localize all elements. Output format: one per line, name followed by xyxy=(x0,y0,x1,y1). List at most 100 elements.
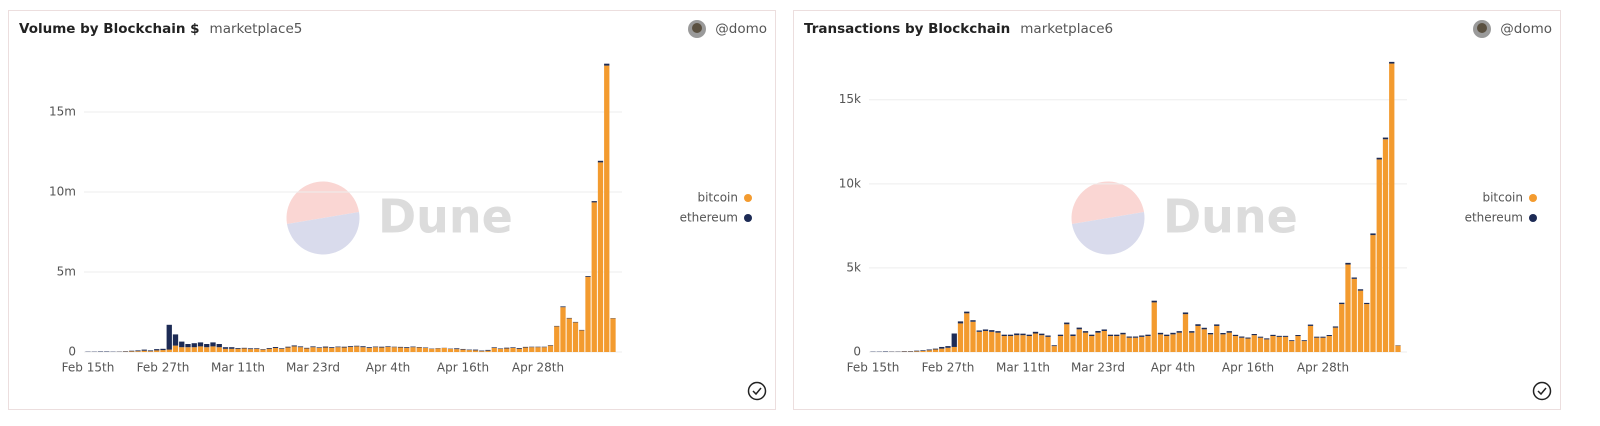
bar xyxy=(945,347,951,352)
bar xyxy=(247,348,254,350)
bar xyxy=(1151,300,1157,303)
bar xyxy=(247,349,254,352)
bar xyxy=(1182,314,1189,352)
bar xyxy=(316,347,322,348)
bar xyxy=(1251,334,1257,336)
bar xyxy=(447,348,454,352)
bar xyxy=(154,349,160,351)
bar xyxy=(1245,338,1251,352)
bar xyxy=(610,318,616,352)
bar xyxy=(1270,334,1276,337)
bar xyxy=(1176,332,1182,352)
bar xyxy=(210,346,216,352)
bar xyxy=(1214,325,1220,352)
bar xyxy=(1139,336,1145,352)
bar xyxy=(1207,332,1214,335)
bar xyxy=(1226,331,1232,333)
bar xyxy=(1270,336,1276,352)
bar xyxy=(1070,336,1076,352)
bar xyxy=(1039,335,1045,352)
bar xyxy=(491,347,497,348)
check-circle xyxy=(747,381,767,401)
bar xyxy=(995,332,1001,352)
bar xyxy=(920,350,926,352)
bar xyxy=(1145,336,1151,352)
bar xyxy=(491,348,497,352)
bar xyxy=(266,348,272,349)
bar xyxy=(210,342,216,347)
bar xyxy=(1339,302,1345,305)
bar xyxy=(1014,333,1020,336)
bar xyxy=(982,330,989,352)
bar xyxy=(1076,327,1082,330)
bar xyxy=(1120,334,1126,352)
bar xyxy=(191,343,197,348)
chart-subtitle: marketplace6 xyxy=(1020,21,1113,37)
bar xyxy=(591,202,597,352)
bar xyxy=(1314,337,1320,352)
bar xyxy=(1051,346,1057,352)
bar xyxy=(1095,332,1101,352)
bar xyxy=(172,345,179,352)
bar xyxy=(1320,336,1326,338)
bar xyxy=(360,347,366,352)
x-tick-label: Feb 15th xyxy=(62,361,115,375)
bar xyxy=(1345,264,1351,352)
bar xyxy=(1114,334,1120,337)
bar xyxy=(1364,302,1370,305)
bar xyxy=(160,350,166,352)
y-tick-label: 10k xyxy=(839,176,861,190)
bar xyxy=(179,347,185,352)
bar xyxy=(1145,334,1151,337)
bar xyxy=(216,344,222,348)
x-tick-label: Apr 28th xyxy=(512,361,564,375)
bar xyxy=(1089,336,1095,352)
bar xyxy=(1276,336,1282,352)
bar xyxy=(995,331,1001,333)
bar xyxy=(1001,336,1007,352)
x-tick-label: Apr 16th xyxy=(1222,361,1274,375)
bar xyxy=(404,347,410,348)
bar xyxy=(989,331,995,352)
bar xyxy=(957,321,964,324)
bar xyxy=(1095,330,1101,333)
chart-panel: Dune Transactions by Blockchain marketplac… xyxy=(793,10,1561,410)
bar xyxy=(970,321,976,352)
bar xyxy=(1357,290,1364,352)
bar xyxy=(135,351,141,352)
bar xyxy=(366,348,372,352)
bar xyxy=(1307,325,1314,352)
panel-border xyxy=(8,10,776,410)
bar xyxy=(579,330,585,352)
bar xyxy=(604,65,610,352)
bar xyxy=(204,347,210,352)
check-button[interactable] xyxy=(1532,381,1552,401)
bar xyxy=(572,322,579,352)
bar xyxy=(1182,312,1189,315)
bar xyxy=(360,346,366,348)
check-button[interactable] xyxy=(747,381,767,401)
bar xyxy=(222,347,229,349)
bar xyxy=(1164,334,1170,337)
x-tick-label: Feb 27th xyxy=(922,361,975,375)
bar xyxy=(285,346,291,348)
chart-title: Transactions by Blockchain xyxy=(804,21,1010,37)
bar xyxy=(254,348,260,352)
bar xyxy=(1314,336,1320,338)
bar xyxy=(504,348,510,352)
check-mark xyxy=(752,387,762,396)
legend-label: bitcoin xyxy=(697,191,738,205)
bar xyxy=(1132,336,1139,338)
bar xyxy=(1226,332,1232,352)
bar xyxy=(1170,332,1176,335)
bar xyxy=(272,347,279,348)
y-tick-label: 5m xyxy=(57,265,76,279)
legend-label: bitcoin xyxy=(1482,191,1523,205)
bar xyxy=(1195,325,1201,352)
bar xyxy=(926,350,932,352)
chart-title: Volume by Blockchain $ xyxy=(19,21,200,37)
bar xyxy=(1251,335,1257,352)
bar xyxy=(1139,335,1145,337)
bar xyxy=(1364,304,1370,352)
bar xyxy=(279,348,285,349)
